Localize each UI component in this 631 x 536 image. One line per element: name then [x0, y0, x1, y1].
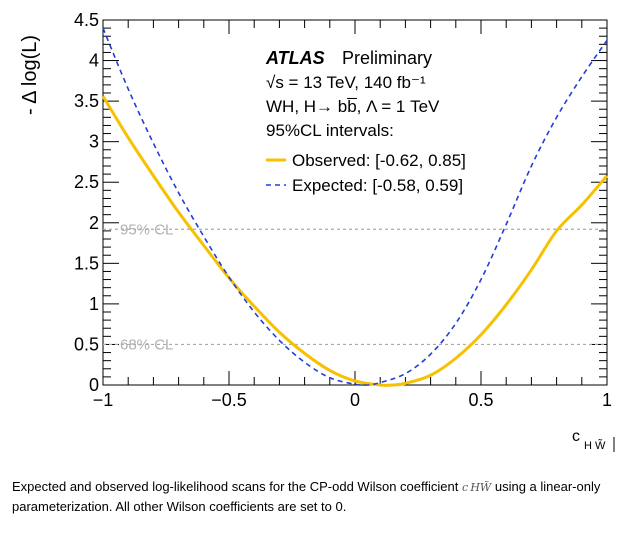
legend-entry-observed: Observed: [-0.62, 0.85]	[292, 151, 466, 170]
y-tick-label: 0.5	[74, 334, 99, 354]
y-axis-title: - Δ log(L)	[19, 35, 41, 115]
likelihood-chart: −1 −0.5 0 0.5 1 0 0.5 1 1.5 2 2.5 3 3.5 4 4.5 95% CL 68…	[19, 10, 615, 452]
x-tick-label: 1	[602, 390, 612, 410]
intervals-heading: 95%CL intervals:	[266, 121, 394, 140]
y-tick-label: 4	[89, 51, 99, 71]
caption-text-before: Expected and observed log-likelihood sca…	[12, 479, 462, 494]
experiment-label: ATLAS	[265, 48, 325, 68]
y-tick-label: 0	[89, 375, 99, 395]
x-tick-label: −1	[93, 390, 114, 410]
x-axis-label-main: c	[572, 428, 580, 445]
y-tick-label: 4.5	[74, 10, 99, 30]
y-tick-label: 3	[89, 132, 99, 152]
y-axis-label: - Δ log(L)	[19, 35, 41, 115]
caption-text-after: using a linear-only parameterization. Al…	[12, 479, 601, 514]
x-tick-label: 0.5	[468, 390, 493, 410]
y-tick-label: 1.5	[74, 253, 99, 273]
y-tick-label: 2.5	[74, 172, 99, 192]
threshold-label: 95% CL	[120, 221, 173, 238]
process-label: WH, H→ bb̅, Λ = 1 TeV	[266, 97, 440, 116]
legend-entry-expected: Expected: [-0.58, 0.59]	[292, 176, 463, 195]
y-tick-label: 1	[89, 294, 99, 314]
series-line-observed	[101, 95, 609, 387]
x-tick-label: 0	[350, 390, 360, 410]
y-tick-label: 2	[89, 213, 99, 233]
energy-lumi-label: √s = 13 TeV, 140 fb⁻¹	[266, 73, 426, 92]
annotation-block: ATLAS Preliminary √s = 13 TeV, 140 fb⁻¹ …	[265, 48, 466, 195]
figure-caption: Expected and observed log-likelihood sca…	[12, 477, 617, 516]
threshold-label: 68% CL	[120, 336, 173, 353]
caption-symbol: c HW̃	[461, 481, 492, 494]
series-line-expected	[102, 27, 608, 386]
x-tick-label: −0.5	[211, 390, 247, 410]
status-label: Preliminary	[342, 48, 432, 68]
y-tick-label: 3.5	[74, 91, 99, 111]
x-axis-label-sub: H W̃	[584, 439, 606, 452]
